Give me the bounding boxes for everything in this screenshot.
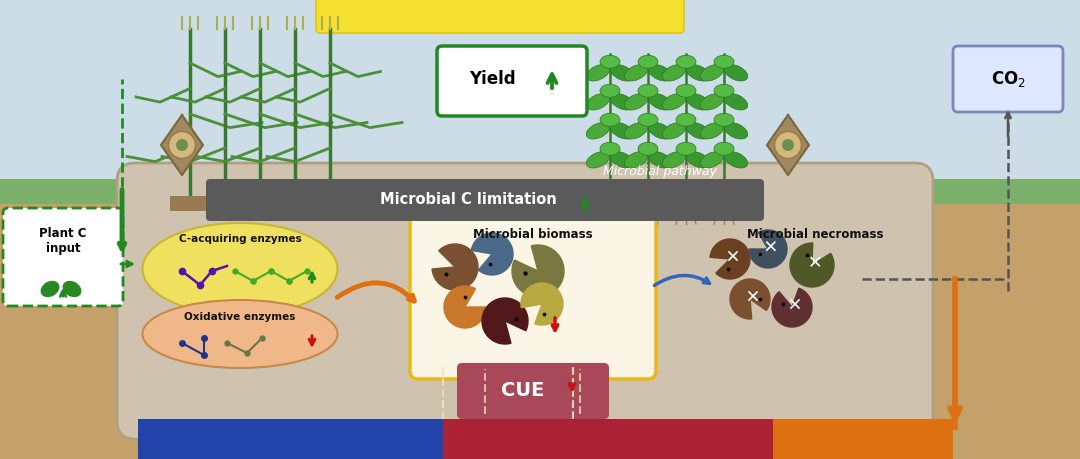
Ellipse shape [714, 142, 734, 155]
Bar [773, 419, 953, 459]
Bar [0, 179, 1080, 204]
Ellipse shape [610, 151, 634, 168]
Polygon shape [161, 115, 203, 175]
Ellipse shape [662, 123, 686, 139]
Polygon shape [512, 245, 564, 297]
Text: Plant C
input: Plant C input [39, 227, 86, 255]
Ellipse shape [714, 55, 734, 68]
Ellipse shape [600, 84, 620, 97]
Ellipse shape [700, 123, 724, 139]
Ellipse shape [725, 151, 747, 168]
Polygon shape [750, 230, 787, 268]
Ellipse shape [648, 65, 672, 81]
Bar [170, 196, 360, 211]
Text: Oxidative enzymes: Oxidative enzymes [185, 312, 296, 322]
Circle shape [782, 139, 794, 151]
Ellipse shape [686, 123, 710, 139]
Text: Microbial C limitation: Microbial C limitation [380, 192, 556, 207]
Bar [590, 196, 755, 211]
Ellipse shape [586, 94, 610, 110]
Polygon shape [432, 244, 478, 290]
Ellipse shape [586, 151, 610, 168]
Ellipse shape [624, 65, 648, 81]
Ellipse shape [586, 65, 610, 81]
Text: CO$_2$: CO$_2$ [990, 69, 1025, 89]
Polygon shape [789, 243, 834, 287]
Text: Microbial pathway: Microbial pathway [603, 164, 717, 178]
Ellipse shape [600, 113, 620, 126]
Text: Yield: Yield [469, 70, 515, 88]
Ellipse shape [686, 151, 710, 168]
Circle shape [176, 139, 188, 151]
FancyBboxPatch shape [206, 179, 764, 221]
Polygon shape [471, 233, 513, 275]
Ellipse shape [600, 142, 620, 155]
Polygon shape [730, 279, 770, 319]
FancyBboxPatch shape [457, 363, 609, 419]
Ellipse shape [610, 123, 634, 139]
Text: Microbial biomass: Microbial biomass [473, 228, 593, 241]
Bar [443, 419, 773, 459]
Ellipse shape [41, 281, 59, 297]
Ellipse shape [676, 55, 696, 68]
Ellipse shape [662, 151, 686, 168]
Text: CUE: CUE [501, 381, 544, 399]
Ellipse shape [725, 65, 747, 81]
Ellipse shape [143, 300, 337, 368]
Ellipse shape [725, 123, 747, 139]
Ellipse shape [662, 65, 686, 81]
Bar [138, 419, 443, 459]
Polygon shape [767, 115, 809, 175]
Ellipse shape [686, 94, 710, 110]
Ellipse shape [624, 94, 648, 110]
Ellipse shape [676, 142, 696, 155]
Ellipse shape [600, 55, 620, 68]
Ellipse shape [714, 113, 734, 126]
Ellipse shape [624, 123, 648, 139]
FancyBboxPatch shape [953, 46, 1063, 112]
Circle shape [774, 131, 801, 158]
Ellipse shape [676, 84, 696, 97]
Ellipse shape [63, 281, 81, 297]
Ellipse shape [648, 123, 672, 139]
Text: Microbial necromass: Microbial necromass [746, 228, 883, 241]
Polygon shape [521, 283, 563, 325]
Ellipse shape [676, 113, 696, 126]
Ellipse shape [610, 94, 634, 110]
Polygon shape [772, 288, 812, 327]
Circle shape [168, 131, 195, 158]
Ellipse shape [610, 65, 634, 81]
Ellipse shape [638, 142, 658, 155]
Ellipse shape [648, 151, 672, 168]
FancyBboxPatch shape [3, 208, 123, 306]
Polygon shape [444, 286, 486, 328]
Polygon shape [710, 239, 750, 279]
FancyBboxPatch shape [316, 0, 684, 33]
Ellipse shape [700, 94, 724, 110]
Ellipse shape [648, 94, 672, 110]
Bar [0, 194, 1080, 459]
Ellipse shape [700, 65, 724, 81]
FancyBboxPatch shape [410, 211, 656, 379]
FancyBboxPatch shape [117, 163, 933, 439]
Ellipse shape [586, 123, 610, 139]
Ellipse shape [143, 223, 337, 315]
Ellipse shape [638, 55, 658, 68]
Ellipse shape [700, 151, 724, 168]
FancyBboxPatch shape [437, 46, 588, 116]
Ellipse shape [638, 84, 658, 97]
Ellipse shape [725, 94, 747, 110]
Ellipse shape [638, 113, 658, 126]
Ellipse shape [624, 151, 648, 168]
Ellipse shape [662, 94, 686, 110]
Ellipse shape [686, 65, 710, 81]
Polygon shape [482, 298, 528, 344]
Text: C-acquiring enzymes: C-acquiring enzymes [178, 234, 301, 244]
Ellipse shape [714, 84, 734, 97]
